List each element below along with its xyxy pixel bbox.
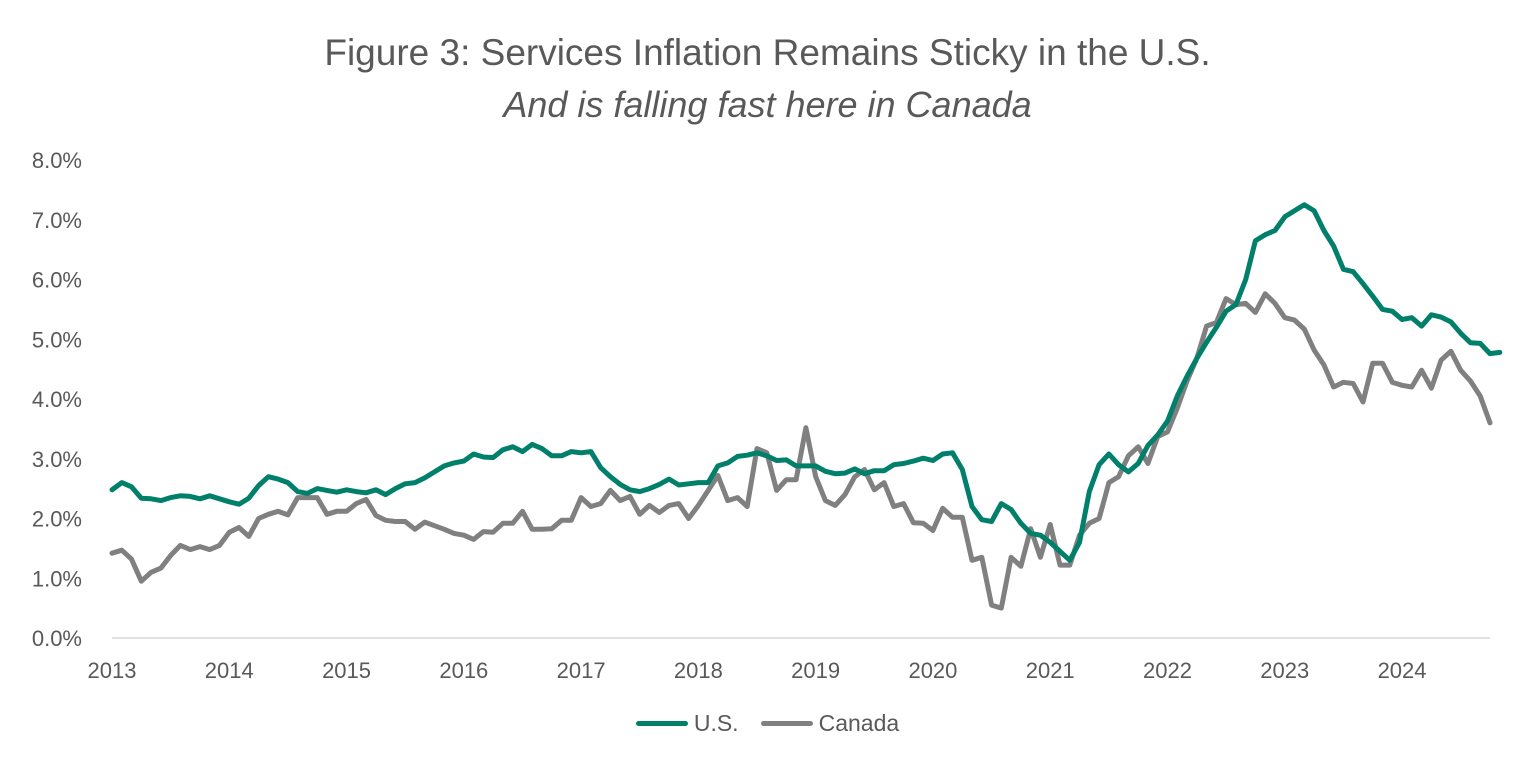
series-lines [109,202,1503,611]
x-tick-label: 2017 [557,658,606,683]
y-tick-label: 5.0% [32,327,82,352]
x-tick-label: 2022 [1143,658,1192,683]
legend-label-us: U.S. [693,710,739,736]
y-tick-label: 8.0% [32,148,82,173]
y-tick-label: 1.0% [32,566,82,591]
y-axis-labels: 0.0% 1.0% 2.0% 3.0% 4.0% 5.0% 6.0% 7.0% 8.0% [32,148,82,651]
legend-swatch-canada [760,721,813,726]
y-tick-label: 6.0% [32,268,82,293]
y-tick-label: 3.0% [32,447,82,472]
x-axis-labels: 2013 2014 2015 2016 2017 2018 2019 2020 2021 2022… [88,658,1427,683]
legend-label-canada: Canada [818,710,900,736]
y-tick-label: 0.0% [32,626,82,651]
legend: U.S. Canada [0,710,1525,737]
series-line-us [109,202,1503,563]
y-tick-label: 4.0% [32,387,82,412]
x-tick-label: 2014 [205,658,254,683]
x-tick-label: 2019 [791,658,840,683]
y-tick-label: 7.0% [32,208,82,233]
legend-item-us: U.S. [635,710,739,737]
x-tick-label: 2024 [1378,658,1427,683]
line-chart: 0.0% 1.0% 2.0% 3.0% 4.0% 5.0% 6.0% 7.0% 8.0% 201… [32,148,1503,683]
x-tick-label: 2021 [1026,658,1075,683]
chart-title: Figure 3: Services Inflation Remains Sti… [324,32,1211,73]
x-tick-label: 2016 [439,658,488,683]
x-tick-label: 2015 [322,658,371,683]
series-line-canada [109,291,1493,611]
legend-item-canada: Canada [760,710,900,737]
x-tick-label: 2018 [674,658,723,683]
legend-swatch-us [635,721,688,726]
y-tick-label: 2.0% [32,507,82,532]
x-tick-label: 2023 [1260,658,1309,683]
x-tick-label: 2013 [88,658,137,683]
x-tick-label: 2020 [908,658,957,683]
chart-subtitle: And is falling fast here in Canada [503,84,1032,125]
